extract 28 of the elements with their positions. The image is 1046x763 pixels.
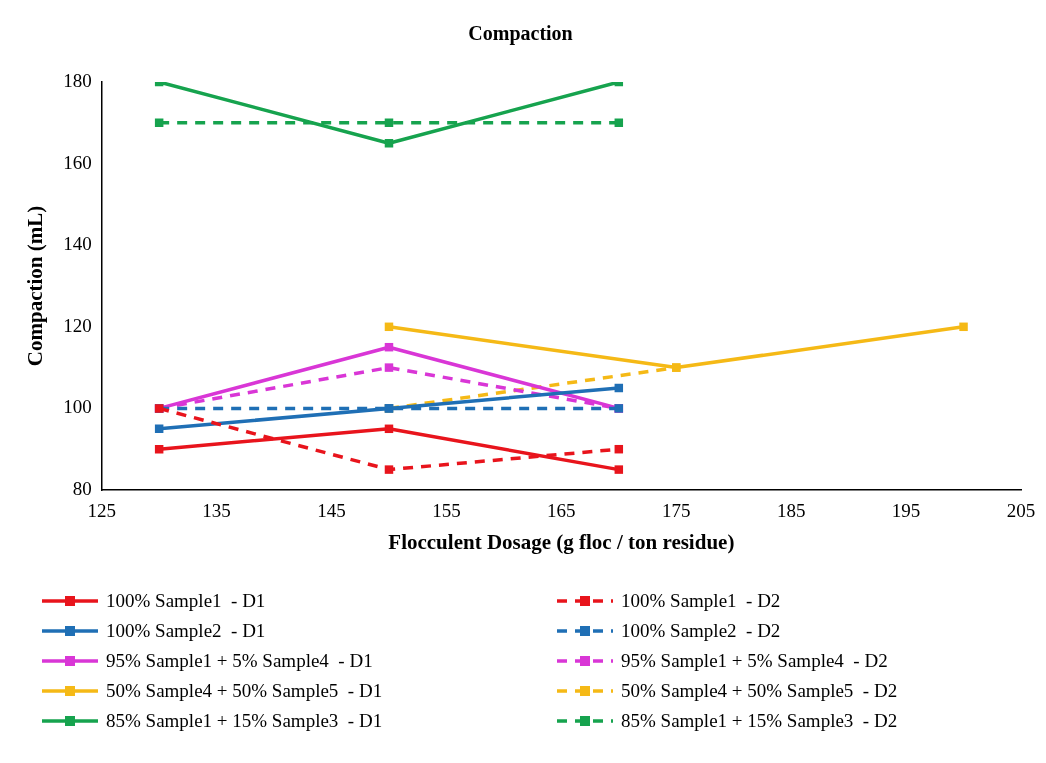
y-tick-label: 140 (63, 233, 92, 255)
x-axis-title: Flocculent Dosage (g floc / ton residue) (388, 529, 735, 554)
legend-label: 100% Sample2 - D2 (621, 620, 781, 642)
legend-label: 100% Sample1 - D1 (106, 590, 266, 612)
legend-label: 50% Sample4 + 50% Sample5 - D1 (106, 680, 383, 702)
legend-label: 95% Sample1 + 5% Sample4 - D1 (106, 650, 373, 672)
legend-label: 85% Sample1 + 15% Sample3 - D1 (106, 710, 383, 732)
y-tick-label: 180 (63, 69, 92, 91)
legend-label: 50% Sample4 + 50% Sample5 - D2 (621, 680, 898, 702)
x-tick-label: 125 (87, 500, 116, 522)
x-tick-label: 145 (317, 500, 346, 522)
y-tick-label: 160 (63, 151, 92, 173)
x-tick-label: 155 (432, 500, 461, 522)
chart-title: Compaction (468, 22, 573, 46)
x-tick-label: 185 (776, 500, 806, 522)
x-tick-label: 165 (547, 500, 576, 522)
legend-label: 95% Sample1 + 5% Sample4 - D2 (621, 650, 888, 672)
y-tick-label: 100 (63, 396, 92, 418)
legend-label: 85% Sample1 + 15% Sample3 - D2 (621, 710, 898, 732)
x-tick-label: 135 (202, 500, 231, 522)
y-tick-label: 80 (72, 477, 92, 499)
x-tick-label: 195 (891, 500, 921, 522)
legend-label: 100% Sample2 - D1 (106, 620, 266, 642)
y-axis-title: Compaction (mL) (23, 205, 48, 367)
y-tick-label: 120 (63, 314, 92, 336)
legend-label: 100% Sample1 - D2 (621, 590, 781, 612)
x-tick-label: 205 (1006, 500, 1036, 522)
x-tick-label: 175 (662, 500, 691, 522)
